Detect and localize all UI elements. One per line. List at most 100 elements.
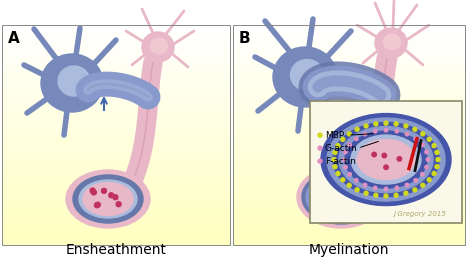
Ellipse shape	[382, 153, 386, 158]
Ellipse shape	[374, 193, 378, 197]
Ellipse shape	[90, 188, 95, 193]
Bar	[2, 186, 230, 190]
Bar	[2, 208, 230, 212]
Bar	[2, 124, 230, 128]
Bar	[233, 146, 465, 150]
Bar	[2, 113, 230, 117]
Bar	[233, 51, 465, 54]
Bar	[233, 91, 465, 95]
Ellipse shape	[327, 189, 332, 194]
Bar	[233, 128, 465, 131]
Bar	[233, 201, 465, 205]
Ellipse shape	[427, 137, 431, 141]
Ellipse shape	[344, 150, 347, 154]
Bar	[2, 120, 230, 124]
Bar	[233, 216, 465, 219]
Ellipse shape	[405, 183, 409, 187]
Ellipse shape	[306, 173, 376, 221]
Bar	[2, 175, 230, 179]
Bar	[233, 172, 465, 175]
Bar	[2, 69, 230, 73]
Bar	[233, 219, 465, 223]
Bar	[2, 161, 230, 164]
Bar	[2, 109, 230, 113]
Bar	[233, 161, 465, 164]
Bar	[2, 168, 230, 172]
Bar	[2, 25, 230, 29]
Ellipse shape	[336, 171, 340, 175]
Ellipse shape	[414, 179, 418, 182]
Ellipse shape	[414, 137, 418, 140]
Ellipse shape	[404, 124, 408, 128]
Ellipse shape	[405, 132, 409, 136]
Text: Ensheathment: Ensheathment	[65, 243, 166, 257]
Ellipse shape	[344, 166, 347, 169]
Ellipse shape	[329, 200, 335, 205]
Ellipse shape	[95, 202, 100, 207]
Bar	[2, 197, 230, 201]
Bar	[233, 29, 465, 32]
Bar	[2, 32, 230, 36]
Bar	[233, 109, 465, 113]
Ellipse shape	[395, 186, 399, 190]
Bar	[233, 58, 465, 62]
Ellipse shape	[297, 166, 385, 228]
Bar	[2, 25, 230, 245]
Bar	[2, 40, 230, 43]
Bar	[233, 73, 465, 76]
Ellipse shape	[142, 32, 174, 62]
Ellipse shape	[113, 195, 118, 200]
Bar	[2, 80, 230, 84]
Bar	[233, 175, 465, 179]
Bar	[233, 113, 465, 117]
Bar	[2, 164, 230, 168]
Ellipse shape	[384, 187, 388, 191]
Bar	[233, 186, 465, 190]
Bar	[233, 87, 465, 91]
Bar	[2, 194, 230, 197]
Bar	[310, 101, 462, 223]
Bar	[2, 62, 230, 65]
Bar	[2, 29, 230, 32]
Ellipse shape	[364, 191, 368, 195]
Text: MBP: MBP	[325, 131, 344, 140]
Ellipse shape	[395, 129, 399, 133]
Ellipse shape	[66, 170, 150, 228]
Ellipse shape	[413, 127, 417, 131]
Text: Myelination: Myelination	[309, 243, 389, 257]
Ellipse shape	[427, 178, 431, 182]
Ellipse shape	[310, 175, 372, 218]
Ellipse shape	[384, 165, 388, 170]
Ellipse shape	[421, 132, 425, 136]
Ellipse shape	[348, 143, 351, 147]
Ellipse shape	[374, 186, 377, 190]
Ellipse shape	[326, 187, 331, 192]
Bar	[2, 205, 230, 208]
Ellipse shape	[420, 143, 424, 147]
Bar	[2, 135, 230, 139]
Bar	[233, 183, 465, 186]
Bar	[233, 205, 465, 208]
Ellipse shape	[341, 191, 346, 196]
Bar	[233, 95, 465, 98]
Bar	[233, 120, 465, 124]
Bar	[2, 190, 230, 194]
Ellipse shape	[341, 178, 345, 182]
Bar	[2, 146, 230, 150]
Ellipse shape	[116, 202, 121, 207]
Bar	[2, 219, 230, 223]
Ellipse shape	[314, 179, 368, 215]
Ellipse shape	[351, 135, 421, 184]
Ellipse shape	[333, 151, 337, 154]
Bar	[233, 98, 465, 102]
Bar	[2, 216, 230, 219]
Bar	[2, 153, 230, 157]
Bar	[2, 157, 230, 161]
Bar	[2, 179, 230, 183]
Bar	[233, 190, 465, 194]
Bar	[233, 208, 465, 212]
Bar	[233, 62, 465, 65]
Ellipse shape	[413, 188, 417, 192]
Ellipse shape	[91, 190, 96, 195]
Bar	[233, 65, 465, 69]
